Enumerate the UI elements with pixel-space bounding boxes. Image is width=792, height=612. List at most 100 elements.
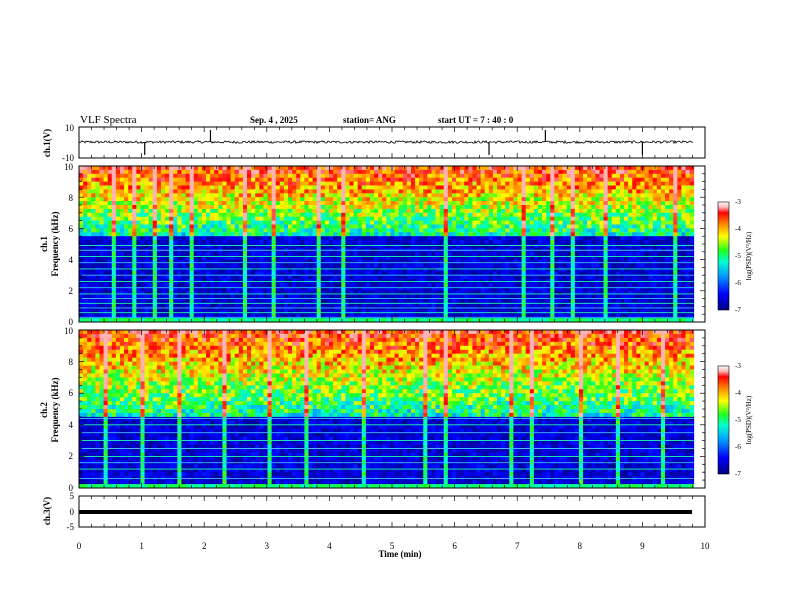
spec1-cell [95,216,100,221]
spec1-cell [390,255,395,260]
spec1-cell [79,216,84,221]
spec1-cell [337,314,342,319]
spec1-cell [234,212,240,218]
spec1-cell [456,181,461,186]
spec1-cell [234,318,240,323]
spec1-cell [214,224,219,229]
spec1-cell [124,197,129,202]
spec1-cell [181,236,186,241]
spec1-cell [320,259,326,264]
spec1-cell [222,197,227,202]
spec1-cell [369,263,375,268]
spec1-cell [583,240,588,245]
spec1-cell [378,283,383,288]
spec1-cell [365,216,371,221]
spec1-cell [255,236,260,241]
spec1-cell [410,189,416,194]
spec1-cell [255,255,260,260]
spec1-cell [562,294,568,299]
spec1-cell [369,166,375,171]
spec1-cell [226,228,232,233]
spec1-cell [451,314,457,319]
spec1-cell [185,224,191,229]
spec1-cell [156,216,162,221]
spec1-cell [242,283,248,288]
spec1-cell [574,197,580,202]
spec1-cell [275,267,281,272]
spec1-cell [349,177,354,182]
spec1-cell [156,318,162,323]
spec1-cell [99,290,104,296]
spec1-cell [99,314,104,319]
spec1-cell [242,216,248,221]
spec1-cell [374,255,379,260]
spec1-cell [386,197,391,202]
spec1-cell [419,240,424,245]
spec1-cell [525,302,531,307]
spec1-cell [427,224,432,229]
spec1-cell [275,201,281,206]
spec1-cell [419,212,424,218]
spec1-cell [251,302,256,307]
spec1-cell [328,244,334,249]
spec1-cell [201,224,207,229]
spec1-cell [505,224,510,229]
spec1-cell [456,244,461,249]
spec1-cell [542,189,547,194]
spec1-cell [140,208,145,214]
spec1-cell [570,185,576,190]
spec1-cell [390,259,395,264]
spec1-cell [181,205,186,210]
spec1-cell [402,185,408,190]
spec1-cell [554,189,559,194]
spec1-cell [341,298,346,303]
spec1-cell [378,290,383,296]
spec1-cell [189,212,195,218]
spec1-cell [316,236,322,241]
spec1-cell [165,275,170,280]
spec1-cell [558,236,563,241]
spec1-cell [206,283,211,288]
spec1-cell [357,259,363,264]
spec1-cell [292,286,297,292]
spec1-cell [83,244,88,249]
spec1-cell [337,205,342,210]
spec1-cell [304,212,309,218]
spec1-cell [267,205,273,210]
spec1-cell [390,193,395,198]
spec1-cell [160,302,166,307]
spec1-cell [173,189,178,194]
spec1-cell [251,193,256,198]
spec1-cell [378,271,383,276]
spec1-cell [91,318,96,323]
spec1-cell [328,173,334,179]
spec1-cell [365,314,371,319]
spec1-cell [443,193,449,198]
spec1-cell [361,185,367,190]
spec1-cell [361,318,367,323]
spec1-cell [119,255,125,260]
spec1-cell [361,193,367,198]
spec1-cell [226,298,232,303]
spec1-cell [87,169,92,175]
spec1-cell [136,302,141,307]
spec1-cell [279,255,285,260]
spec1-cell [538,286,543,292]
spec1-cell [480,298,486,303]
spec1-cell [427,267,432,272]
spec1-cell [357,205,363,210]
spec1-cell [517,294,523,299]
spec1-cell [484,173,490,179]
spec1-cell [328,275,334,280]
spec1-cell [136,298,141,303]
spec1-cell [226,181,232,186]
spec1-cell [365,166,371,171]
spec1-cell [361,201,367,206]
spec1-cell [226,166,232,171]
spec1-cell [173,232,178,237]
spec1-cell [160,318,166,323]
spec1-cell [328,314,334,319]
spec1-cell [103,271,109,276]
spec1-cell [292,185,297,190]
spec1-cell [169,306,174,311]
